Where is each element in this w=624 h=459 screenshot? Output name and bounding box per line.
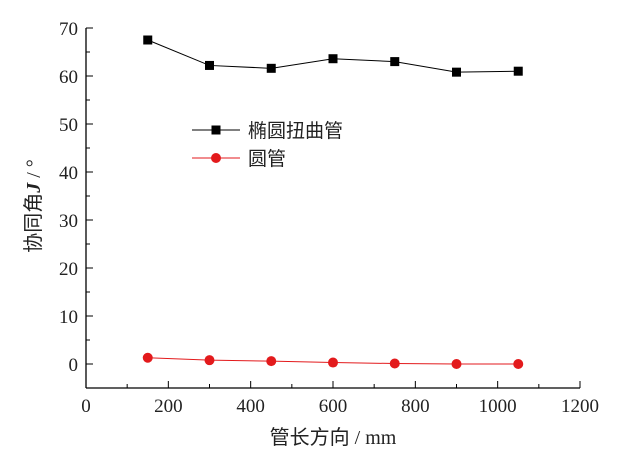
data-point-square bbox=[143, 35, 153, 45]
y-axis-label-symbol: J bbox=[23, 182, 45, 194]
x-tick-label: 1000 bbox=[479, 396, 517, 417]
data-point-circle bbox=[513, 359, 524, 369]
legend-marker-circle bbox=[211, 153, 221, 163]
data-point-circle bbox=[204, 355, 215, 366]
axes: 0 200 400 600 800 1000 1200 0 10 20 30 40 50 60 70 bbox=[59, 19, 599, 417]
y-tick-label: 10 bbox=[59, 307, 78, 328]
x-tick-label: 600 bbox=[319, 396, 348, 417]
data-point-circle bbox=[266, 356, 277, 367]
y-axis-label: 协同角J / ° bbox=[22, 159, 45, 253]
data-point-circle bbox=[389, 358, 400, 369]
x-tick-label: 400 bbox=[236, 396, 265, 417]
y-tick-label: 40 bbox=[59, 163, 78, 184]
x-axis-label: 管长方向 / mm bbox=[270, 426, 397, 449]
x-tick-label: 200 bbox=[154, 396, 183, 417]
y-axis-label-suffix: / ° bbox=[23, 159, 45, 183]
y-tick-label: 30 bbox=[59, 211, 78, 232]
y-tick-label: 70 bbox=[59, 19, 78, 40]
x-tick-label: 0 bbox=[81, 396, 91, 417]
data-point-square bbox=[452, 67, 461, 77]
y-axis-label-prefix: 协同角 bbox=[22, 193, 45, 253]
x-tick-label: 800 bbox=[401, 396, 430, 417]
data-point-square bbox=[390, 57, 400, 67]
data-point-square bbox=[328, 54, 338, 64]
data-point-square bbox=[513, 66, 523, 76]
legend-label-1: 圆管 bbox=[248, 148, 286, 170]
data-point-circle bbox=[451, 359, 462, 369]
legend-label-0: 椭圆扭曲管 bbox=[248, 120, 343, 142]
data-point-square bbox=[266, 63, 276, 73]
y-tick-label: 50 bbox=[59, 115, 78, 136]
y-tick-label: 60 bbox=[59, 67, 78, 88]
x-tick-label: 1200 bbox=[561, 396, 599, 417]
series-layer bbox=[142, 35, 524, 369]
y-tick-label: 20 bbox=[59, 259, 78, 280]
data-point-square bbox=[205, 60, 214, 70]
y-tick-label: 0 bbox=[69, 355, 79, 376]
data-point-circle bbox=[328, 357, 338, 368]
legend-marker-square bbox=[211, 125, 221, 135]
data-point-circle bbox=[142, 352, 153, 363]
